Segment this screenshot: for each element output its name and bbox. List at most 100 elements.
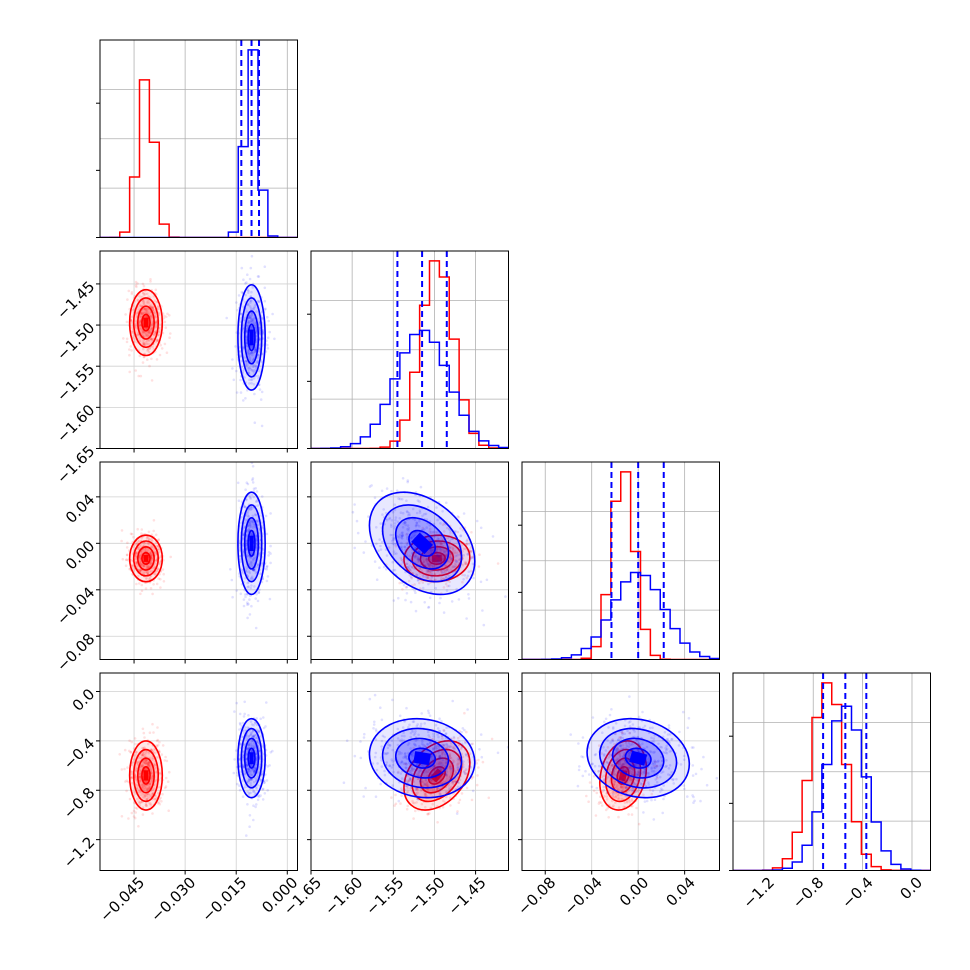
scatter-point (396, 737, 400, 740)
scatter-point (150, 357, 153, 361)
scatter-point (457, 548, 461, 552)
scatter-point (151, 758, 154, 761)
scatter-point (380, 765, 384, 768)
scatter-point (381, 513, 384, 516)
scatter-point (167, 809, 170, 812)
scatter-point (251, 365, 255, 369)
scatter-point (152, 547, 156, 551)
scatter-panel-4-1 (96, 672, 298, 875)
scatter-point (160, 347, 164, 350)
scatter-point (630, 767, 634, 771)
scatter-point (150, 748, 153, 751)
scatter-point (413, 533, 417, 537)
red-contour (132, 297, 160, 349)
scatter-point (448, 764, 452, 767)
scatter-point (413, 567, 417, 570)
scatter-point (256, 599, 260, 603)
scatter-point (154, 325, 158, 328)
scatter-point (145, 788, 149, 791)
scatter-point (370, 484, 373, 487)
scatter-point (441, 764, 445, 767)
scatter-point (255, 760, 258, 763)
scatter-point (642, 811, 645, 814)
scatter-point (238, 549, 242, 552)
scatter-point (415, 573, 418, 576)
scatter-point (400, 760, 404, 764)
scatter-point (617, 757, 620, 761)
scatter-point (245, 364, 248, 368)
scatter-point (145, 342, 148, 346)
scatter-point (146, 358, 149, 362)
blue-contour (247, 747, 256, 769)
scatter-point (464, 547, 468, 551)
scatter-point (383, 735, 386, 739)
scatter-point (397, 799, 401, 803)
scatter-point (438, 717, 441, 720)
scatter-point (364, 540, 367, 543)
scatter-point (374, 795, 378, 798)
scatter-point (452, 565, 456, 568)
scatter-point (266, 765, 270, 768)
scatter-point (246, 790, 249, 794)
scatter-point (254, 777, 257, 780)
scatter-point (238, 762, 241, 766)
scatter-point (248, 305, 252, 308)
scatter-point (233, 758, 236, 761)
scatter-point (469, 549, 473, 553)
scatter-point (621, 785, 625, 789)
scatter-point (440, 542, 444, 545)
scatter-point (394, 544, 398, 548)
scatter-point (403, 788, 407, 791)
scatter-point (434, 531, 438, 534)
scatter-point (246, 585, 249, 589)
scatter-point (465, 542, 469, 546)
scatter-point (407, 779, 411, 783)
scatter-point (464, 768, 468, 771)
scatter-point (154, 551, 157, 554)
scatter-point (262, 726, 266, 730)
scatter-point (253, 348, 257, 352)
scatter-point (442, 729, 446, 733)
scatter-point (147, 764, 150, 767)
scatter-point (456, 759, 460, 762)
scatter-point (149, 337, 153, 341)
scatter-point (612, 790, 615, 793)
scatter-point (416, 723, 420, 726)
scatter-point (406, 790, 410, 793)
scatter-point (155, 544, 159, 548)
scatter-point (409, 763, 412, 766)
scatter-point (255, 758, 258, 761)
scatter-point (252, 780, 256, 784)
scatter-point (426, 569, 430, 573)
scatter-point (403, 545, 407, 549)
scatter-point (420, 802, 424, 806)
scatter-point (242, 553, 246, 557)
scatter-point (157, 547, 161, 551)
scatter-point (120, 539, 123, 543)
scatter-point (441, 750, 444, 754)
scatter-point (242, 399, 245, 402)
scatter-point (135, 333, 139, 337)
scatter-point (422, 557, 425, 561)
scatter-point (438, 756, 442, 760)
scatter-point (142, 347, 145, 351)
scatter-point (129, 532, 133, 536)
scatter-point (263, 286, 267, 290)
scatter-point (250, 576, 253, 580)
scatter-point (261, 548, 265, 551)
scatter-point (252, 568, 256, 572)
scatter-point (453, 558, 457, 562)
scatter-point (616, 757, 619, 760)
scatter-point (250, 378, 253, 382)
scatter-point (148, 331, 151, 335)
scatter-point (269, 512, 272, 515)
scatter-point (429, 741, 432, 745)
scatter-point (588, 781, 592, 784)
scatter-point (134, 811, 137, 814)
scatter-point (440, 765, 443, 768)
scatter-point (266, 336, 270, 340)
scatter-point (406, 524, 410, 527)
scatter-point (405, 499, 408, 503)
scatter-point (409, 777, 413, 781)
scatter-point (400, 738, 404, 741)
